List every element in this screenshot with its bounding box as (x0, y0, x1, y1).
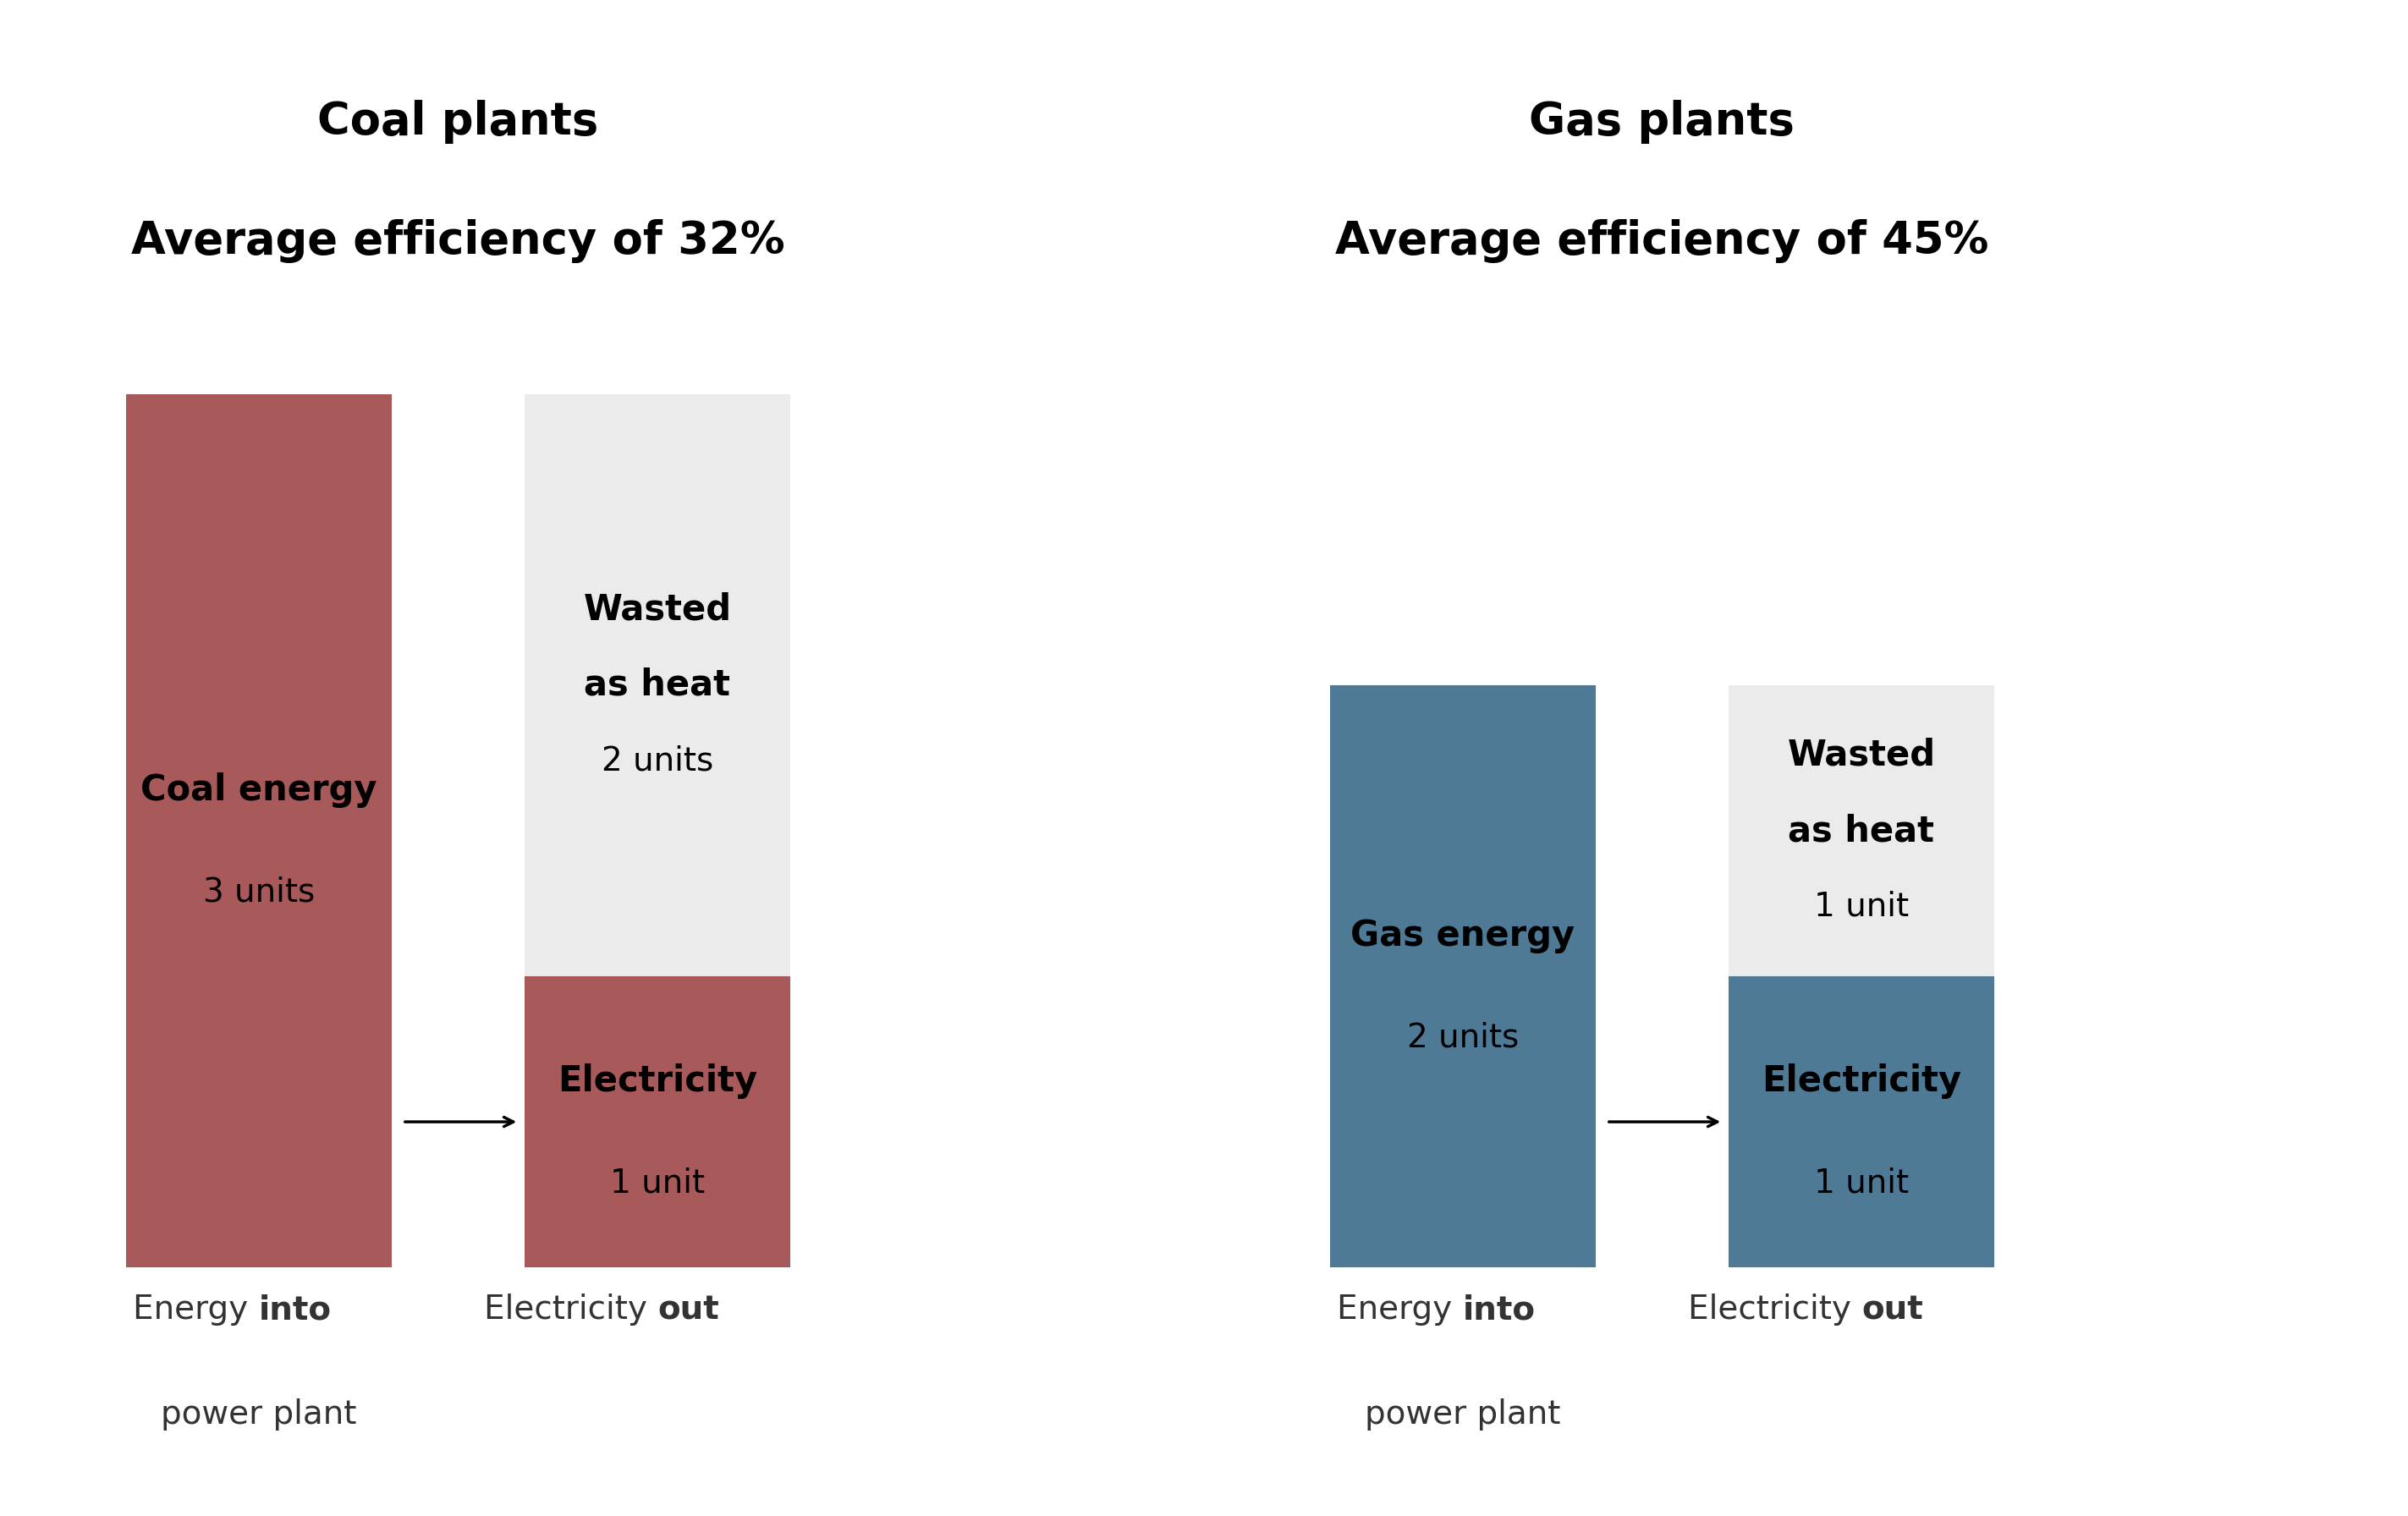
Text: out: out (1861, 1293, 1924, 1325)
Bar (1729, 976, 1994, 1267)
Text: 1 unit: 1 unit (1813, 1167, 1910, 1199)
Text: into: into (1462, 1293, 1536, 1325)
Text: Average efficiency of 45%: Average efficiency of 45% (1336, 220, 1989, 264)
Text: Average efficiency of 32%: Average efficiency of 32% (130, 220, 785, 264)
Bar (525, 394, 790, 976)
Bar (125, 394, 393, 1267)
Text: 1 unit: 1 unit (609, 1167, 706, 1199)
Bar (1329, 685, 1597, 1267)
Text: out: out (657, 1293, 720, 1325)
Text: power plant: power plant (1365, 1398, 1560, 1431)
Text: 3 units: 3 units (202, 876, 315, 908)
Text: as heat: as heat (1789, 813, 1934, 849)
Text: Coal energy: Coal energy (140, 772, 378, 808)
Text: Electricity: Electricity (484, 1293, 657, 1325)
Bar (1729, 685, 1994, 976)
Text: Gas energy: Gas energy (1351, 917, 1575, 954)
Bar (525, 976, 790, 1267)
Text: Electricity: Electricity (1688, 1293, 1861, 1325)
Text: Energy: Energy (1336, 1293, 1462, 1325)
Text: Electricity: Electricity (559, 1063, 756, 1099)
Text: Wasted: Wasted (1787, 737, 1936, 773)
Text: Energy: Energy (132, 1293, 258, 1325)
Text: Wasted: Wasted (583, 591, 732, 628)
Text: Electricity: Electricity (1763, 1063, 1960, 1099)
Text: as heat: as heat (585, 667, 730, 703)
Text: into: into (258, 1293, 332, 1325)
Text: Gas plants: Gas plants (1529, 100, 1794, 144)
Text: 2 units: 2 units (1406, 1022, 1519, 1054)
Text: 2 units: 2 units (602, 744, 713, 778)
Text: power plant: power plant (161, 1398, 356, 1431)
Text: Coal plants: Coal plants (318, 100, 600, 144)
Text: 1 unit: 1 unit (1813, 890, 1910, 923)
